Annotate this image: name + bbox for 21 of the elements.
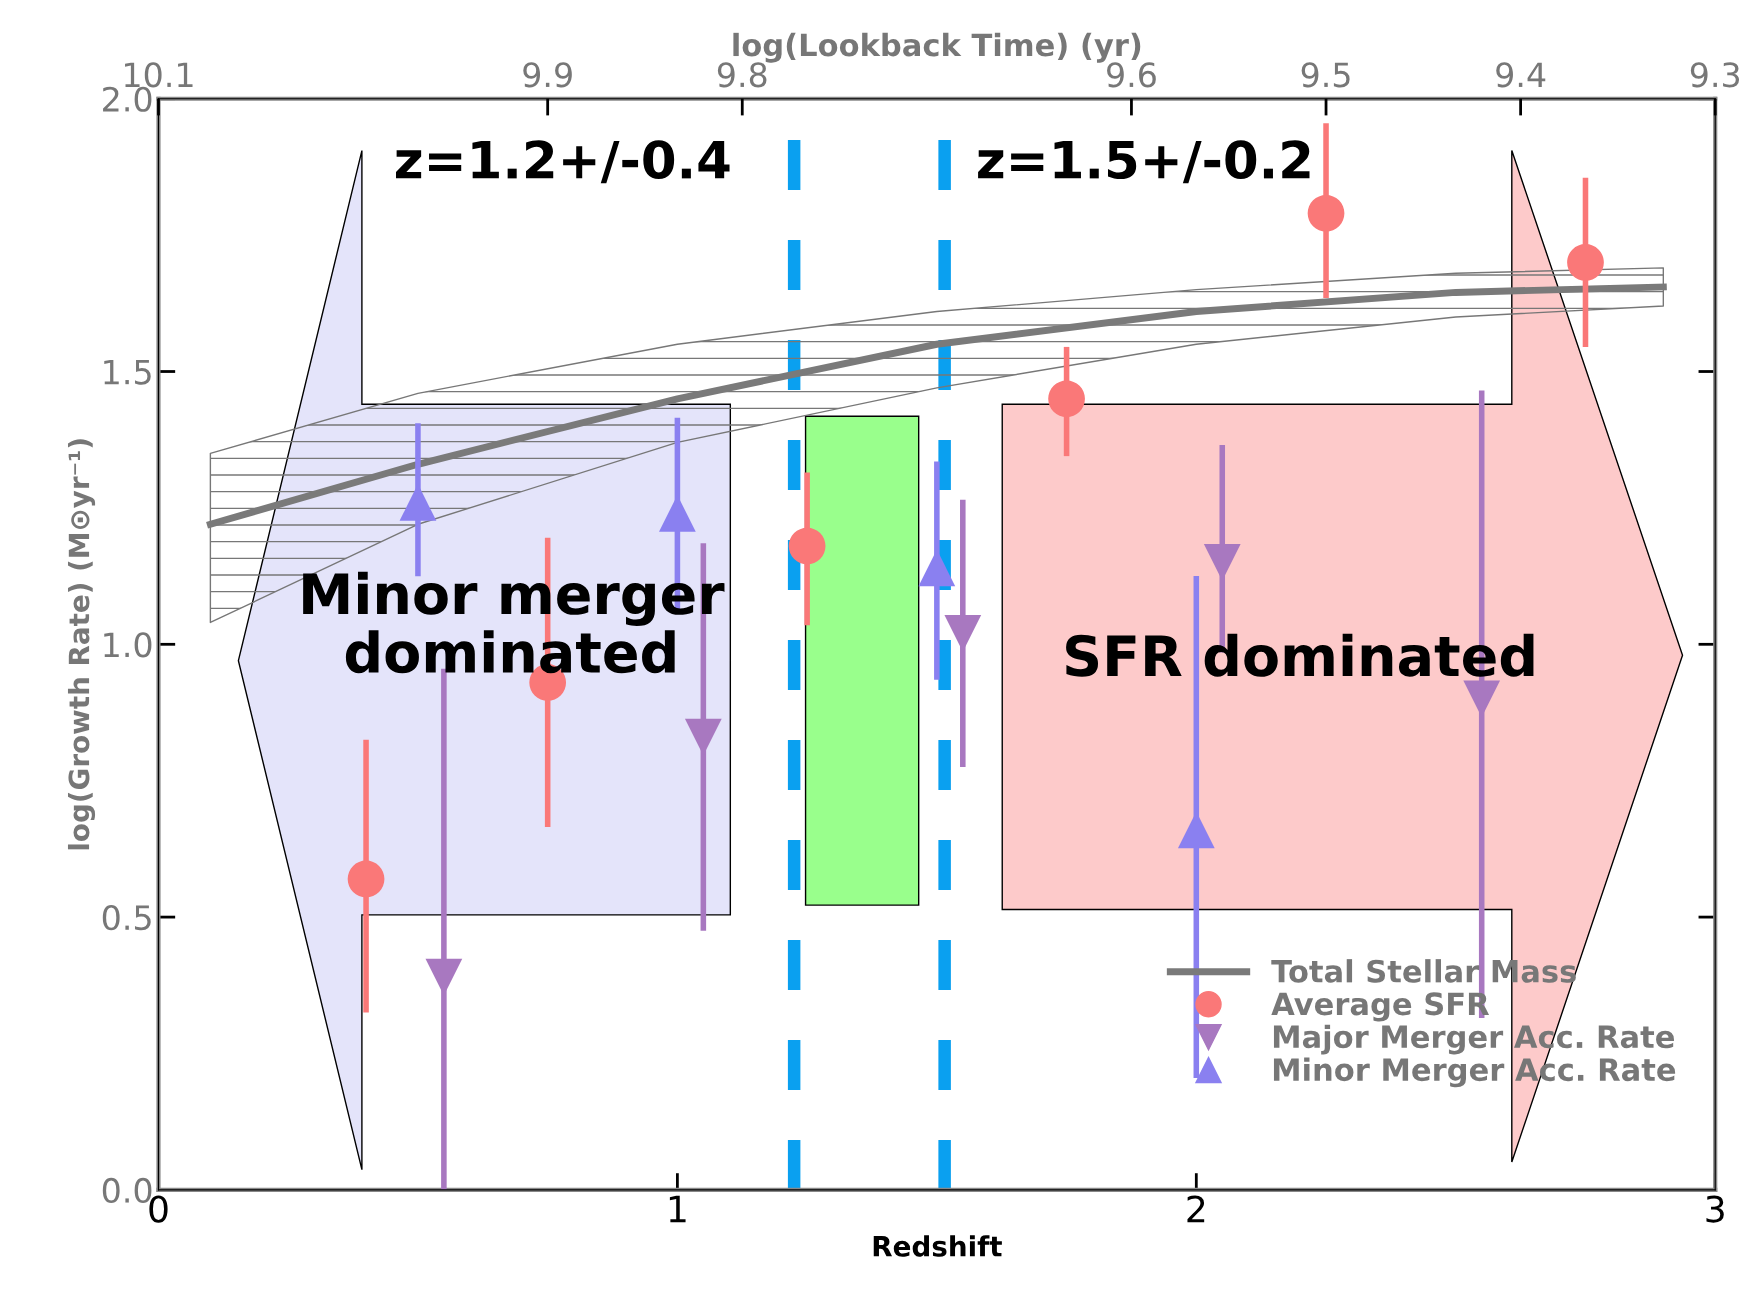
ref-line-label: z=1.2+/-0.4 [396,140,730,184]
y-tick-label: 1.0 [104,632,152,658]
x2-tick-label: 10.1 [125,62,193,88]
annotation: Minor merger dominated [303,571,725,674]
y-tick-label: 1.5 [104,359,151,385]
y-axis-title: log(Growth Rate) (M⊙yr⁻¹) [67,439,96,850]
x2-tick-label: 9.6 [1107,62,1156,88]
annotation: SFR dominated [1066,633,1534,677]
y-tick-label: 0.5 [102,905,151,931]
x2-tick-label: 9.4 [1496,62,1546,88]
x2-axis-title: log(Lookback Time) (yr) [733,32,1141,63]
x-axis-title: Redshift [873,1235,1002,1257]
y-tick-label: 2.0 [103,86,152,112]
x-tick-label: 1 [669,1195,686,1223]
x-tick-label: 3 [1706,1195,1724,1223]
x2-tick-label: 9.8 [717,62,767,88]
x-tick-label: 2 [1187,1195,1205,1223]
ref-line-label: z=1.5+/-0.2 [978,140,1310,184]
x2-tick-label: 9.9 [523,62,572,88]
x2-tick-label: 9.5 [1301,62,1350,88]
x2-tick-label: 9.3 [1690,62,1740,88]
